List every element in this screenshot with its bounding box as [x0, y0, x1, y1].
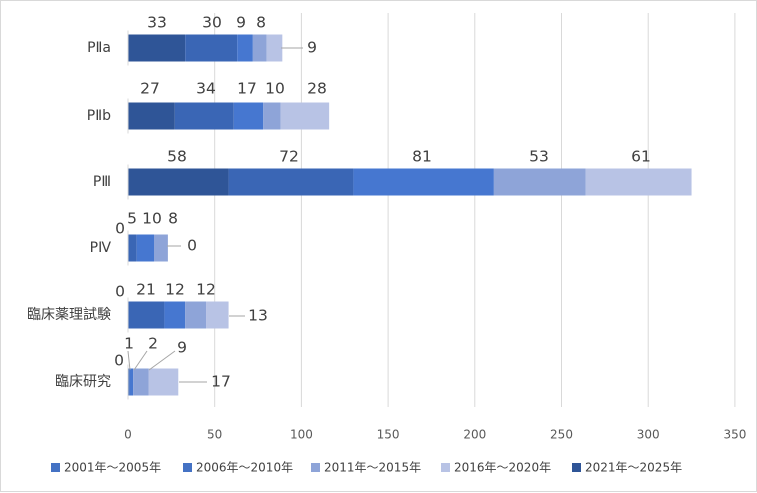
legend-label: 2016年～2020年	[454, 461, 551, 475]
data-label: 81	[412, 148, 432, 166]
data-label: 53	[529, 148, 549, 166]
x-tick-label: 350	[723, 428, 746, 442]
data-label: 10	[142, 210, 162, 228]
legend-label: 2011年～2015年	[324, 461, 421, 475]
bar-segment	[128, 168, 229, 196]
bar-segment	[164, 301, 186, 329]
legend-swatch	[183, 463, 192, 472]
data-label: 8	[168, 210, 178, 228]
data-label: 9	[307, 39, 317, 57]
bar-segment	[129, 368, 134, 396]
x-tick-label: 0	[124, 428, 132, 442]
bar-segment	[128, 34, 186, 62]
data-label: 12	[196, 281, 216, 299]
data-label: 12	[165, 281, 185, 299]
bar-segment	[353, 168, 494, 196]
category-label: PⅡb	[87, 108, 111, 124]
data-label: 13	[248, 307, 268, 325]
x-tick-label: 300	[637, 428, 660, 442]
bar-segment	[206, 301, 229, 329]
bar-segment	[237, 34, 253, 62]
data-label: 0	[187, 237, 197, 255]
leader-line	[133, 350, 148, 371]
data-label: 10	[265, 80, 285, 98]
category-label: 臨床研究	[55, 374, 111, 390]
data-label: 34	[196, 80, 216, 98]
category-label: PⅢ	[93, 174, 111, 190]
data-label: 2	[148, 335, 158, 353]
leader-line	[148, 350, 176, 371]
data-label: 9	[236, 14, 246, 32]
data-label: 0	[115, 283, 125, 301]
data-label: 8	[256, 14, 266, 32]
legend-label: 2001年～2005年	[64, 461, 161, 475]
bar-segment	[263, 102, 281, 130]
bar-segment	[585, 168, 692, 196]
bar-segment	[174, 102, 234, 130]
bar-segment	[128, 102, 175, 130]
bar-segment	[133, 368, 149, 396]
data-label: 33	[147, 14, 167, 32]
data-label: 72	[279, 148, 299, 166]
data-label: 30	[202, 14, 222, 32]
bar-segment	[228, 168, 354, 196]
x-tick-label: 50	[207, 428, 222, 442]
data-label: 0	[114, 352, 124, 370]
bar-segment	[154, 234, 168, 262]
data-label: 5	[127, 210, 137, 228]
bar-segment	[148, 368, 179, 396]
legend-label: 2021年～2025年	[585, 461, 682, 475]
bar-segment	[128, 234, 137, 262]
legend-swatch	[311, 463, 320, 472]
data-label: 21	[136, 281, 156, 299]
legend-swatch	[572, 463, 581, 472]
data-label: 61	[631, 148, 651, 166]
bar-segment	[252, 34, 267, 62]
data-label: 27	[140, 80, 160, 98]
x-tick-label: 100	[290, 428, 313, 442]
category-label: PⅡa	[87, 40, 111, 56]
category-label: PⅣ	[90, 240, 111, 256]
bar-segment	[266, 34, 283, 62]
data-label: 17	[211, 373, 231, 391]
legend-swatch	[441, 463, 450, 472]
data-label: 58	[167, 148, 187, 166]
bar-segment	[185, 34, 238, 62]
data-label: 0	[115, 220, 125, 238]
bar-segment	[493, 168, 586, 196]
bar-segment	[280, 102, 330, 130]
bar-segment	[136, 234, 155, 262]
data-label: 17	[237, 80, 257, 98]
leader-line	[127, 350, 131, 371]
x-tick-label: 150	[377, 428, 400, 442]
data-label: 9	[177, 339, 187, 357]
bar-segment	[185, 301, 207, 329]
x-tick-label: 250	[550, 428, 573, 442]
bar-segment	[128, 368, 130, 396]
bar-segment	[233, 102, 264, 130]
legend-label: 2006年～2010年	[196, 461, 293, 475]
data-label: 28	[307, 80, 327, 98]
legend-swatch	[51, 463, 60, 472]
x-tick-label: 200	[463, 428, 486, 442]
bar-segment	[128, 301, 165, 329]
category-label: 臨床薬理試験	[27, 307, 111, 323]
data-label: 1	[124, 335, 134, 353]
